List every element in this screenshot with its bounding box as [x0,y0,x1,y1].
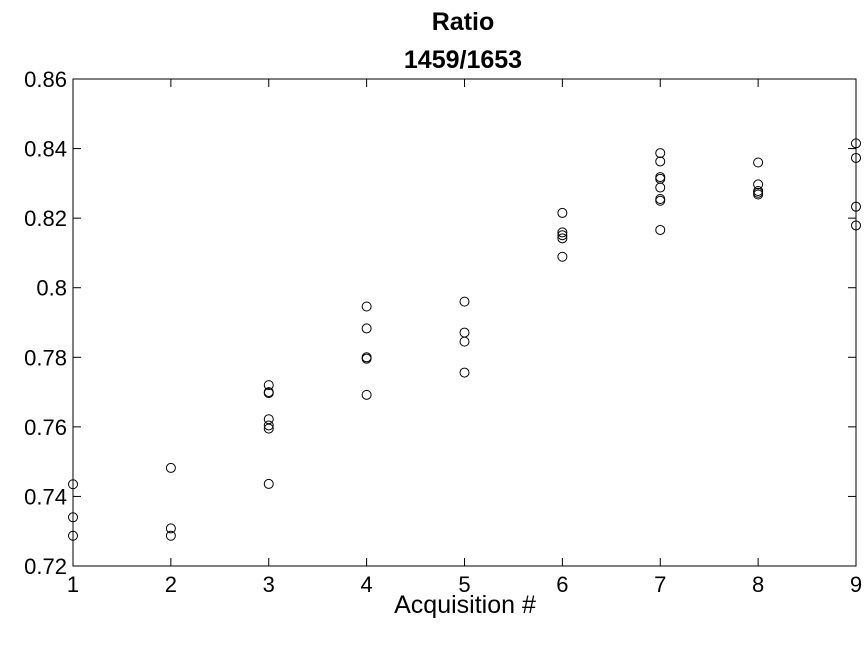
data-point-24 [557,230,568,241]
x-tick-label: 2 [165,572,177,597]
data-point-42 [851,201,861,212]
data-point-31 [655,182,666,193]
data-point-28 [655,156,666,167]
x-tick-label: 4 [361,572,373,597]
y-tick-label: 0.8 [36,276,67,301]
x-tick-label: 8 [752,572,764,597]
x-tick-label: 5 [458,572,470,597]
data-point-12 [263,478,274,489]
data-point-20 [459,336,470,347]
plot-frame [72,78,857,567]
data-point-4 [165,523,176,534]
data-point-25 [557,233,568,244]
y-tick-label: 0.84 [24,137,67,162]
chart-title: Ratio [432,8,495,36]
x-axis: 1 2 3 4 5 6 7 8 9 [67,79,862,597]
data-point-11 [263,423,274,434]
data-point-39 [753,189,764,200]
y-tick-label: 0.74 [24,484,67,509]
data-points [68,138,861,541]
data-point-14 [361,323,372,334]
x-tick-label: 3 [263,572,275,597]
y-tick-label: 0.78 [24,345,67,370]
data-point-27 [655,148,666,159]
data-point-6 [263,380,274,391]
x-tick-label: 9 [850,572,862,597]
data-point-43 [851,220,861,231]
y-axis: 0.72 0.74 0.76 0.78 0.8 0.82 0.84 0.86 [24,67,856,579]
x-tick-label: 6 [556,572,568,597]
data-point-17 [361,389,372,400]
data-point-18 [459,296,470,307]
data-point-0 [68,479,78,490]
chart-subtitle: 1459/1653 [404,46,522,74]
data-point-35 [753,157,764,168]
x-tick-label: 7 [654,572,666,597]
x-axis-title: Acquisition # [394,591,536,619]
data-point-21 [459,367,470,378]
y-tick-label: 0.86 [24,67,67,92]
data-point-40 [851,138,861,149]
data-point-33 [655,195,666,206]
data-point-3 [165,462,176,473]
y-tick-label: 0.82 [24,206,67,231]
data-point-10 [263,420,274,431]
data-point-36 [753,179,764,190]
data-point-22 [557,207,568,218]
data-point-19 [459,327,470,338]
data-point-16 [361,353,372,364]
data-point-26 [557,251,568,262]
data-point-34 [655,224,666,235]
data-point-5 [165,530,176,541]
data-point-2 [68,530,78,541]
data-point-13 [361,301,372,312]
x-tick-label: 1 [67,572,79,597]
y-tick-label: 0.72 [24,554,67,579]
y-tick-label: 0.76 [24,415,67,440]
data-point-8 [263,388,274,399]
data-point-23 [557,227,568,238]
data-point-41 [851,152,861,163]
data-point-1 [68,512,78,523]
